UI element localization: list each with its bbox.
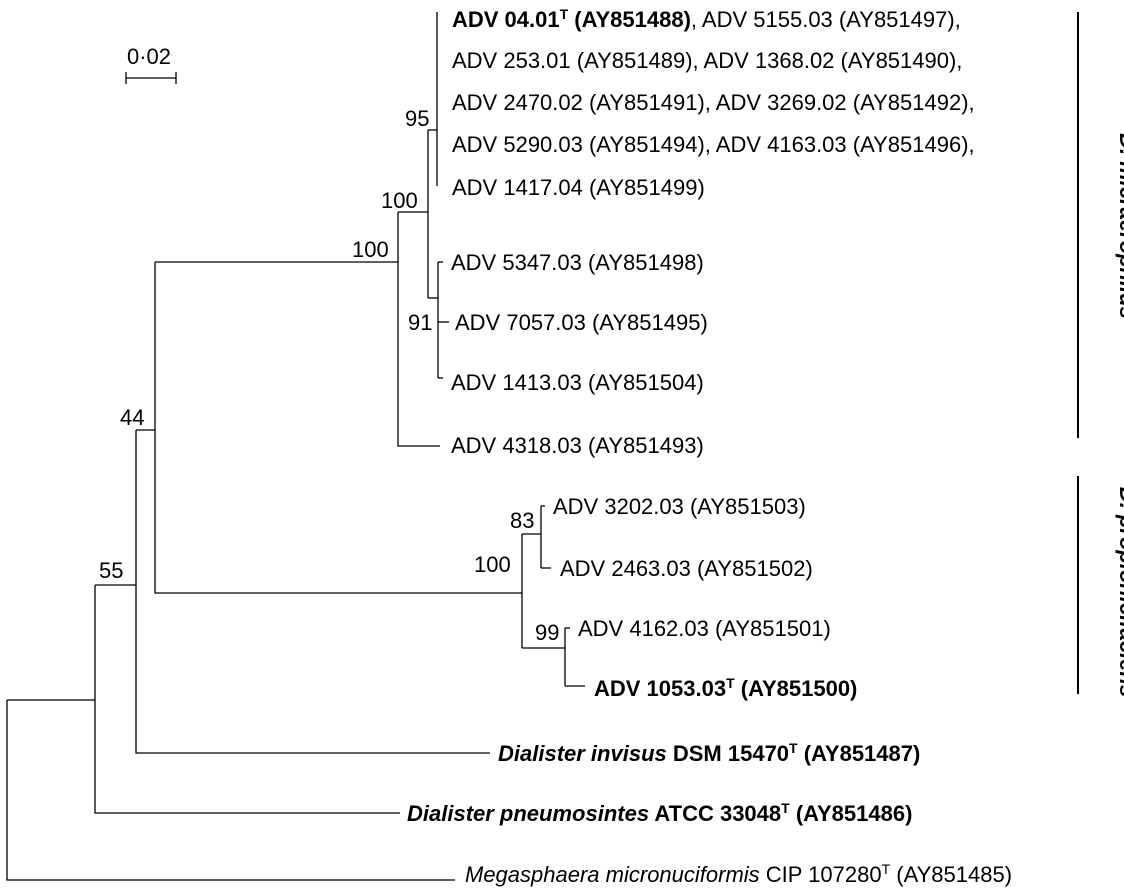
taxon-label-row-4: ADV 5290.03 (AY851494), ADV 4163.03 (AY8… [452,132,975,157]
bootstrap-99: 99 [535,620,559,645]
bootstrap-100-propionicifaciens: 100 [474,552,511,577]
taxon-labels: ADV 04.01T (AY851488), ADV 5155.03 (AY85… [407,6,1012,887]
bootstrap-100-outer: 100 [352,237,389,262]
bootstrap-55: 55 [99,558,123,583]
taxon-label-adv1413: ADV 1413.03 (AY851504) [451,370,704,395]
taxon-label-adv1053: ADV 1053.03T (AY851500) [594,675,857,701]
scale-bar-label: 0·02 [127,44,171,69]
bootstrap-95: 95 [405,106,429,131]
bootstrap-91: 91 [408,310,432,335]
taxon-label-row-2: ADV 253.01 (AY851489), ADV 1368.02 (AY85… [452,48,962,73]
taxon-label-adv2463: ADV 2463.03 (AY851502) [560,556,813,581]
taxon-label-adv3202: ADV 3202.03 (AY851503) [553,494,806,519]
taxon-label-dialister-pneumosintes: Dialister pneumosintes ATCC 33048T (AY85… [407,800,912,826]
bootstrap-44: 44 [120,405,144,430]
bootstrap-100-inner: 100 [381,188,418,213]
taxon-label-megasphaera: Megasphaera micronuciformis CIP 107280T … [465,861,1012,887]
taxon-label-adv5347: ADV 5347.03 (AY851498) [451,250,704,275]
taxon-label-row-5: ADV 1417.04 (AY851499) [452,175,705,200]
taxon-label-row-1: ADV 04.01T (AY851488), ADV 5155.03 (AY85… [452,6,961,32]
taxon-label-adv4318: ADV 4318.03 (AY851493) [451,433,704,458]
clade-label-propionicifaciens: D. propionicifaciens [1115,487,1124,697]
scale-bar: 0·02 [125,44,177,84]
taxon-label-adv4162: ADV 4162.03 (AY851501) [578,616,831,641]
taxon-label-dialister-invisus: Dialister invisus DSM 15470T (AY851487) [498,740,920,766]
clade-label-micraerophilus: D. micraerophilus [1115,133,1124,319]
bootstrap-83: 83 [510,508,534,533]
taxon-label-adv7057: ADV 7057.03 (AY851495) [455,310,708,335]
bootstrap-values: 95 100 100 91 44 83 100 99 55 [99,106,559,645]
taxon-label-row-3: ADV 2470.02 (AY851491), ADV 3269.02 (AY8… [452,90,975,115]
clade-annotations: D. micraerophilus D. propionicifaciens [1077,12,1124,697]
tree-branches [6,12,585,881]
